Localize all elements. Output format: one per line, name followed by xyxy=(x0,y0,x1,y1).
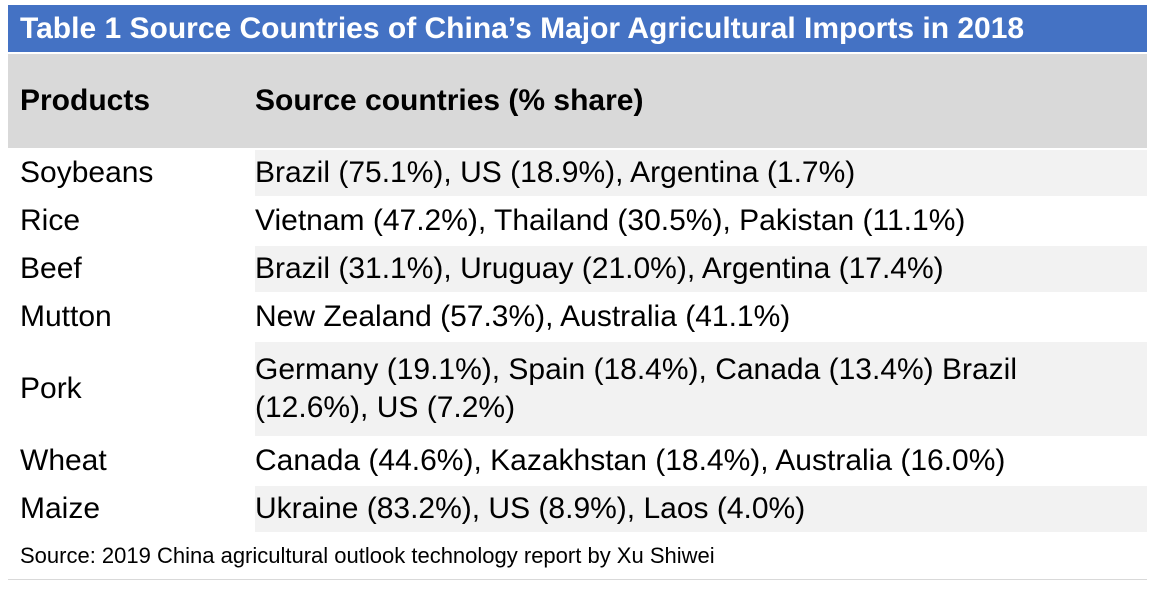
table-row: Wheat Canada (44.6%), Kazakhstan (18.4%)… xyxy=(8,436,1147,484)
header-sources: Source countries (% share) xyxy=(255,84,644,117)
sources-text: Brazil (31.1%), Uruguay (21.0%), Argenti… xyxy=(255,252,944,285)
table-header-row: Products Source countries (% share) xyxy=(8,52,1147,148)
table-row: Beef Brazil (31.1%), Uruguay (21.0%), Ar… xyxy=(8,244,1147,292)
product-cell: Beef xyxy=(20,252,82,285)
sources-text: Germany (19.1%), Spain (18.4%), Canada (… xyxy=(255,353,1018,424)
product-cell: Rice xyxy=(20,204,81,237)
product-cell: Pork xyxy=(20,372,82,405)
sources-text: Brazil (75.1%), US (18.9%), Argentina (1… xyxy=(255,156,856,189)
sources-text: Vietnam (47.2%), Thailand (30.5%), Pakis… xyxy=(255,204,966,237)
sources-cell: Germany (19.1%), Spain (18.4%), Canada (… xyxy=(255,342,1147,436)
table-row: Maize Ukraine (83.2%), US (8.9%), Laos (… xyxy=(8,484,1147,532)
sources-cell: Vietnam (47.2%), Thailand (30.5%), Pakis… xyxy=(255,198,1147,244)
header-products: Products xyxy=(20,84,151,117)
table-row: Rice Vietnam (47.2%), Thailand (30.5%), … xyxy=(8,196,1147,244)
sources-text: Ukraine (83.2%), US (8.9%), Laos (4.0%) xyxy=(255,492,806,525)
source-note: Source: 2019 China agricultural outlook … xyxy=(8,532,1147,580)
sources-cell: New Zealand (57.3%), Australia (41.1%) xyxy=(255,294,1147,340)
table-row: Mutton New Zealand (57.3%), Australia (4… xyxy=(8,292,1147,340)
table-row: Soybeans Brazil (75.1%), US (18.9%), Arg… xyxy=(8,148,1147,196)
sources-text: Canada (44.6%), Kazakhstan (18.4%), Aust… xyxy=(255,444,1006,477)
table-row: Pork Germany (19.1%), Spain (18.4%), Can… xyxy=(8,340,1147,436)
product-cell: Soybeans xyxy=(20,156,154,189)
sources-cell: Ukraine (83.2%), US (8.9%), Laos (4.0%) xyxy=(255,486,1147,532)
sources-cell: Brazil (31.1%), Uruguay (21.0%), Argenti… xyxy=(255,246,1147,292)
sources-text: New Zealand (57.3%), Australia (41.1%) xyxy=(255,300,791,333)
import-sources-table: Table 1 Source Countries of China’s Majo… xyxy=(8,5,1147,580)
product-cell: Wheat xyxy=(20,444,107,477)
table-title: Table 1 Source Countries of China’s Majo… xyxy=(8,5,1147,52)
sources-cell: Brazil (75.1%), US (18.9%), Argentina (1… xyxy=(255,150,1147,196)
product-cell: Mutton xyxy=(20,300,112,333)
product-cell: Maize xyxy=(20,492,101,525)
sources-cell: Canada (44.6%), Kazakhstan (18.4%), Aust… xyxy=(255,438,1147,484)
